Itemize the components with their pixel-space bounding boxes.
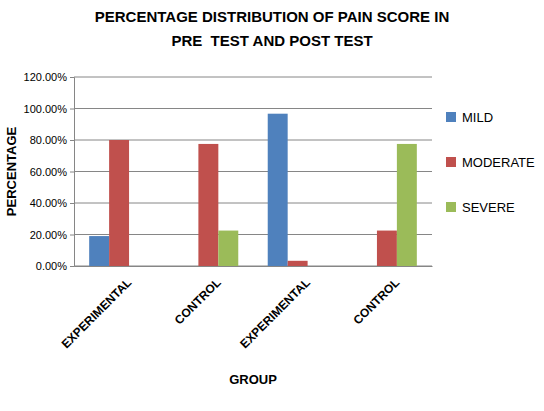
bar [288, 261, 308, 266]
legend-swatch [446, 112, 456, 122]
bars [89, 114, 417, 266]
y-tick-mark [70, 266, 74, 267]
y-tick-mark [70, 203, 74, 204]
x-axis-title: GROUP [229, 372, 277, 387]
y-tick-mark [70, 109, 74, 110]
bar [178, 266, 198, 267]
x-tick: EXPERIMENTAL [59, 266, 135, 351]
title: PERCENTAGE DISTRIBUTION OF PAIN SCORE IN… [95, 8, 449, 49]
x-tick: EXPERIMENTAL [237, 266, 313, 351]
y-tick: 40.00% [30, 197, 74, 209]
bar [268, 114, 288, 266]
bar [109, 140, 129, 266]
legend-label: MODERATE [462, 155, 535, 170]
y-tick-label: 0.00% [36, 260, 67, 272]
x-axis: EXPERIMENTALCONTROLEXPERIMENTALCONTROL [59, 266, 433, 351]
bar [397, 144, 417, 266]
x-tick-label: CONTROL [350, 275, 402, 327]
y-tick-mark [70, 235, 74, 236]
bar [129, 266, 149, 267]
x-tick: CONTROL [172, 266, 224, 327]
x-axis-line [75, 266, 433, 267]
y-tick-label: 80.00% [30, 134, 68, 146]
y-tick: 120.00% [24, 71, 74, 83]
bar [377, 231, 397, 266]
bar [218, 231, 238, 266]
y-tick-mark [70, 172, 74, 173]
y-axis-title: PERCENTAGE [4, 127, 19, 217]
y-tick-mark [70, 77, 74, 78]
legend: MILD MODERATE SEVERE [446, 110, 535, 215]
bar [357, 266, 377, 267]
y-tick-label: 60.00% [30, 166, 68, 178]
y-tick: 20.00% [30, 229, 74, 241]
y-tick-label: 120.00% [24, 71, 68, 83]
legend-label: SEVERE [462, 200, 515, 215]
series [89, 114, 287, 266]
y-tick-label: 40.00% [30, 197, 68, 209]
legend-swatch [446, 157, 456, 167]
y-tick: 60.00% [30, 166, 74, 178]
chart: 0.00% 20.00% 40.00% 60.00% 80.00% 100.00% 120.… [0, 0, 544, 411]
y-tick-label: 20.00% [30, 229, 68, 241]
grid [74, 77, 432, 266]
bar [308, 266, 328, 267]
y-tick-label: 100.00% [24, 103, 68, 115]
y-tick-mark [70, 140, 74, 141]
y-tick: 100.00% [24, 103, 74, 115]
grid-line [74, 108, 432, 109]
bar [89, 236, 109, 266]
title-line: PERCENTAGE DISTRIBUTION OF PAIN SCORE IN [95, 8, 449, 25]
plot: 0.00% 20.00% 40.00% 60.00% 80.00% 100.00% 120.… [24, 71, 433, 351]
x-tick: CONTROL [350, 266, 402, 327]
grid-line [74, 77, 432, 78]
bar [198, 144, 218, 266]
title-line: PRE TEST AND POST TEST [171, 32, 372, 49]
series [218, 144, 416, 266]
y-tick: 80.00% [30, 134, 74, 146]
x-tick-label: CONTROL [172, 275, 224, 327]
y-axis: 0.00% 20.00% 40.00% 60.00% 80.00% 100.00% 120.… [24, 71, 75, 272]
legend-swatch [446, 202, 456, 212]
legend-label: MILD [462, 110, 493, 125]
series [109, 140, 397, 266]
x-tick-label: EXPERIMENTAL [237, 275, 313, 351]
y-axis-line [70, 78, 75, 267]
y-tick: 0.00% [36, 260, 74, 272]
x-tick-label: EXPERIMENTAL [59, 275, 135, 351]
